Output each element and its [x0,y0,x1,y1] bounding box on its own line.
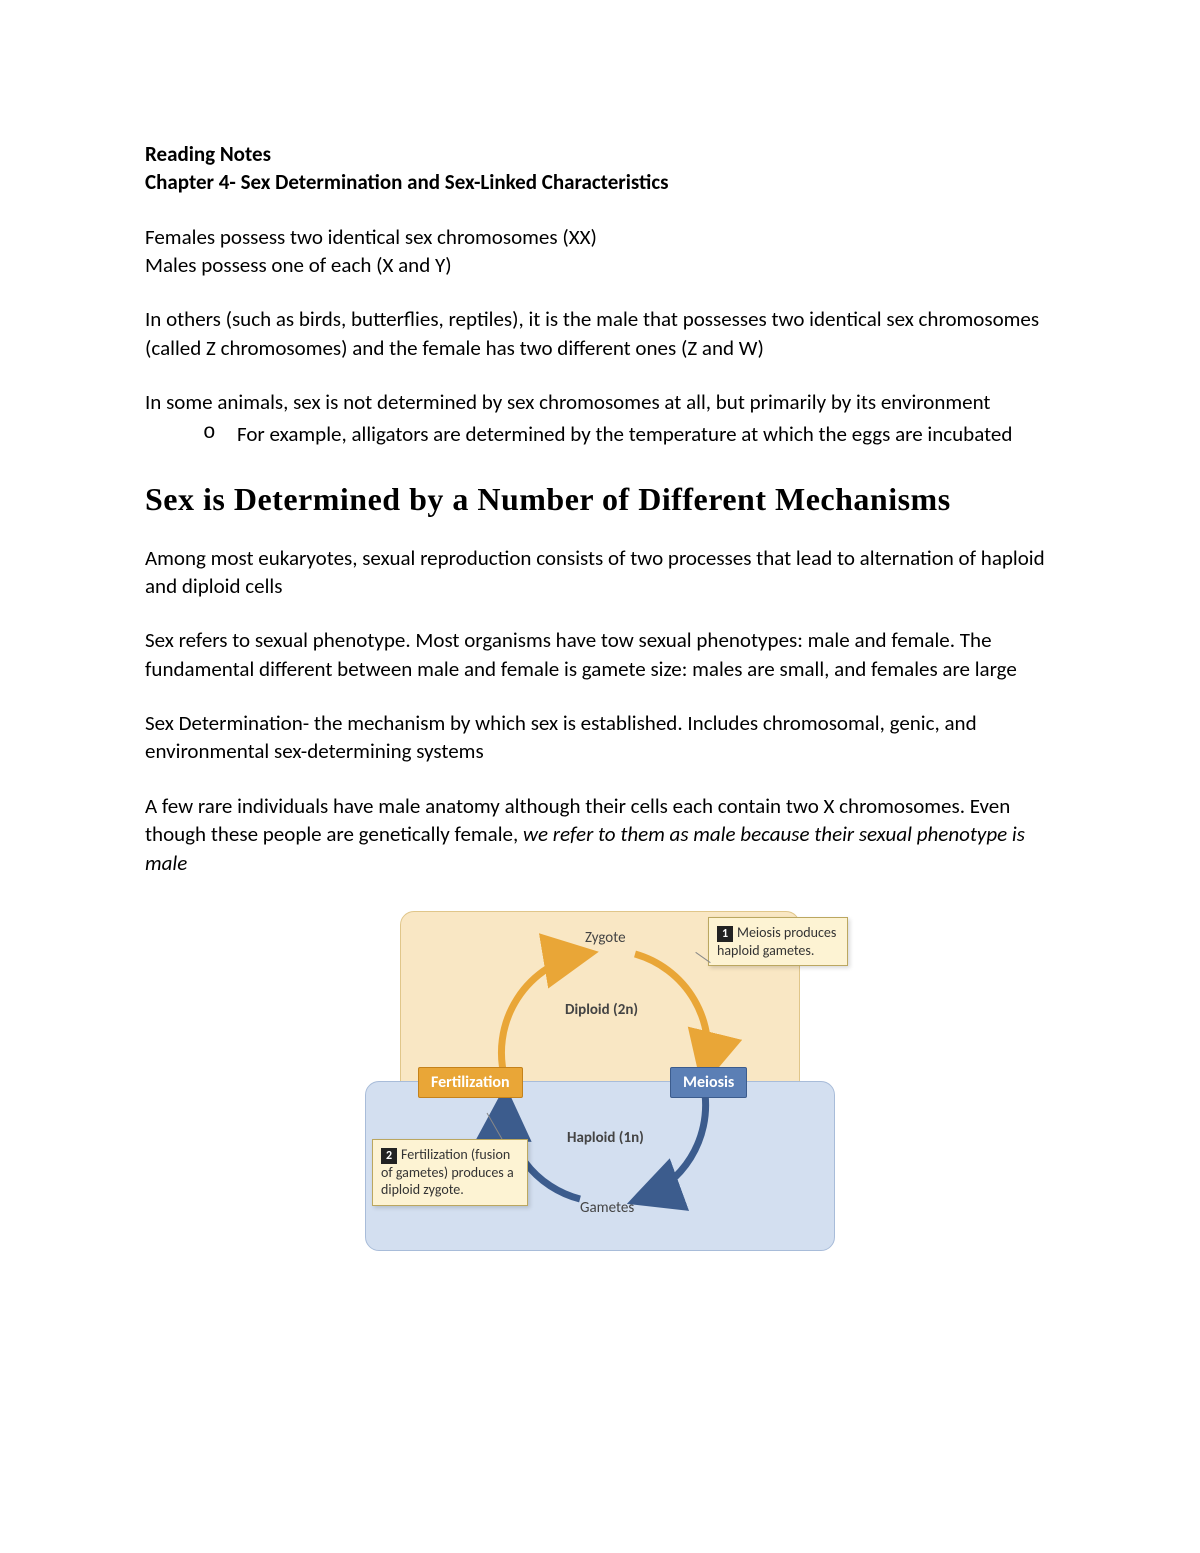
paragraph-males: Males possess one of each (X and Y) [145,251,1055,279]
label-haploid: Haploid (1n) [567,1129,644,1147]
label-diploid: Diploid (2n) [565,1001,638,1019]
notes-title: Reading Notes [145,140,1055,168]
paragraph-rare-individuals: A few rare individuals have male anatomy… [145,792,1055,877]
pill-fertilization: Fertilization [418,1067,523,1098]
label-zygote: Zygote [585,929,626,947]
paragraph-eukaryotes: Among most eukaryotes, sexual reproducti… [145,544,1055,601]
label-gametes: Gametes [580,1199,634,1217]
callout-number-1: 1 [717,926,733,942]
paragraph-females: Females possess two identical sex chromo… [145,223,1055,251]
callout-meiosis: 1Meiosis produces haploid gametes. [708,917,848,967]
life-cycle-diagram: Zygote Diploid (2n) Haploid (1n) Gametes… [145,911,1055,1271]
chapter-title: Chapter 4- Sex Determination and Sex-Lin… [145,168,1055,196]
paragraph-zw-system: In others (such as birds, butterflies, r… [145,305,1055,362]
callout-fertilization: 2Fertilization (fusion of gametes) produ… [372,1139,528,1206]
bullet-alligators: o For example, alligators are determined… [145,420,1055,448]
callout-number-2: 2 [381,1148,397,1164]
section-heading: Sex is Determined by a Number of Differe… [145,481,1055,518]
callout-1-text: Meiosis produces haploid gametes. [717,924,836,959]
paragraph-sex-determination: Sex Determination- the mechanism by whic… [145,709,1055,766]
pill-meiosis: Meiosis [670,1067,747,1098]
paragraph-environmental: In some animals, sex is not determined b… [145,388,1055,416]
bullet-text: For example, alligators are determined b… [237,420,1012,448]
bullet-marker-icon: o [203,420,237,448]
callout-2-text: Fertilization (fusion of gametes) produc… [381,1146,514,1199]
paragraph-phenotype: Sex refers to sexual phenotype. Most org… [145,626,1055,683]
